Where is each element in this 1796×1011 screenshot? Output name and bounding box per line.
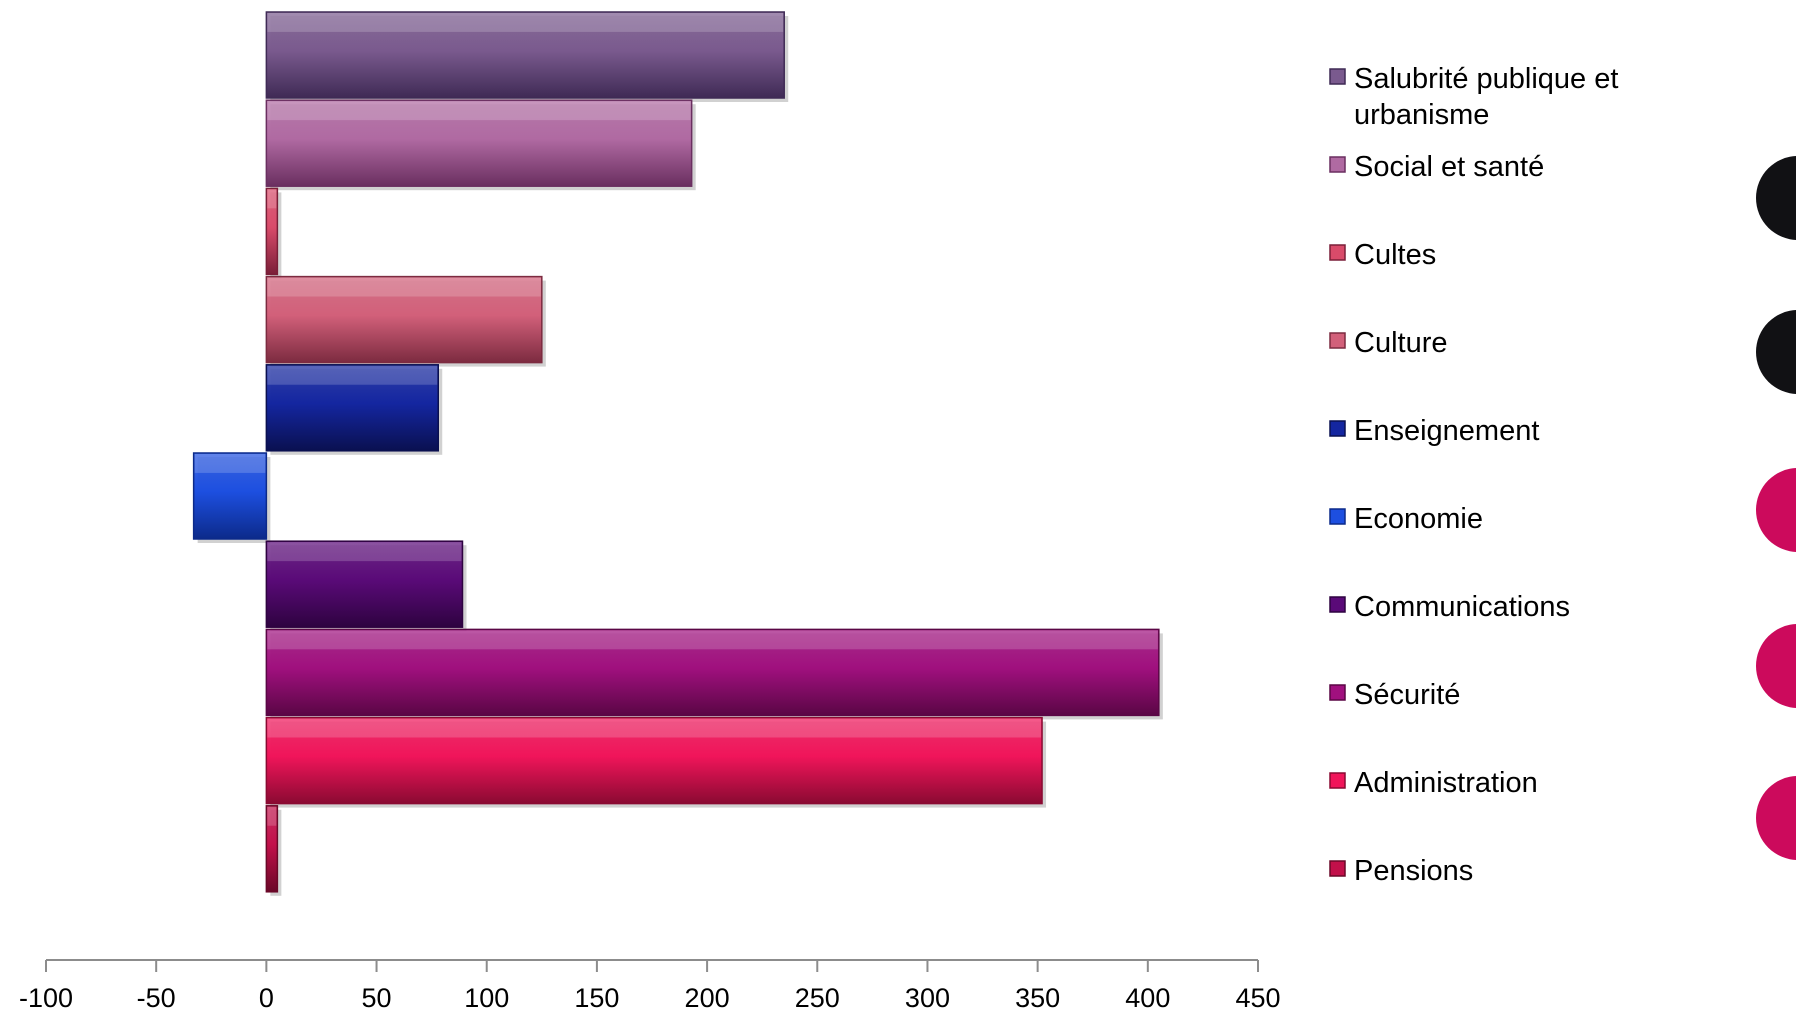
x-tick-label: -50 (137, 983, 176, 1011)
bar-highlight-securite (267, 630, 1158, 650)
bar-highlight-social-et-sante (267, 101, 691, 121)
bar-economie (192, 452, 268, 540)
legend-swatch-securite (1329, 684, 1346, 701)
x-tick-label: 450 (1235, 983, 1280, 1011)
legend-swatch-cultes (1329, 244, 1346, 261)
legend-label-pensions: Pensions (1354, 855, 1473, 887)
decorative-circle (1756, 310, 1796, 394)
bar-securite (265, 628, 1160, 717)
decorative-circles (1756, 156, 1796, 860)
x-tick-label: 0 (259, 983, 274, 1011)
bar-pensions (265, 805, 279, 893)
legend-label-communications: Communications (1354, 591, 1570, 623)
x-tick-label: 350 (1015, 983, 1060, 1011)
legend-label-economie: Economie (1354, 503, 1483, 535)
legend-label-administration: Administration (1354, 767, 1538, 799)
legend-swatch-enseignement (1329, 420, 1346, 437)
bar-communications (265, 540, 464, 628)
x-tick-label: 250 (795, 983, 840, 1011)
legend-swatch-salubrite-publique-et-urbanisme (1329, 68, 1346, 85)
legend-label-social-et-sante: Social et santé (1354, 151, 1544, 183)
bar-administration (265, 716, 1043, 805)
legend-label-enseignement: Enseignement (1354, 415, 1539, 447)
legend-swatch-communications (1329, 596, 1346, 613)
legend-swatch-culture (1329, 332, 1346, 349)
legend-label-cultes: Cultes (1354, 239, 1436, 271)
bar-social-et-sante (265, 99, 693, 187)
bars-group (192, 11, 1163, 896)
x-tick-label: 50 (362, 983, 392, 1011)
bar-enseignement (265, 364, 439, 452)
decorative-circle (1756, 156, 1796, 240)
legend-label-securite: Sécurité (1354, 679, 1460, 711)
x-tick-label: 400 (1125, 983, 1170, 1011)
legend-swatch-social-et-sante (1329, 156, 1346, 173)
bar-highlight-pensions (267, 806, 277, 826)
bar-highlight-economie (194, 454, 266, 473)
x-axis: -100 -50 0 50 100 150 200 250 300 350 400 450 (19, 959, 1281, 1011)
bar-highlight-enseignement (267, 365, 438, 385)
bar-salubrite-publique-et-urbanisme (265, 11, 785, 99)
legend: Salubrité publique et urbanisme Social et … (1329, 63, 1618, 887)
x-tick-label: 300 (905, 983, 950, 1011)
bar-culture (265, 275, 543, 364)
x-tick-label: 150 (574, 983, 619, 1011)
legend-swatch-pensions (1329, 860, 1346, 877)
bar-highlight-administration (267, 718, 1042, 738)
legend-swatch-administration (1329, 772, 1346, 789)
bar-highlight-culture (267, 277, 541, 297)
bar-highlight-salubrite-publique-et-urbanisme (267, 13, 784, 32)
x-tick-label: 100 (464, 983, 509, 1011)
legend-label-culture: Culture (1354, 327, 1448, 359)
x-tick-label: -100 (19, 983, 73, 1011)
x-tick-label: 200 (685, 983, 730, 1011)
legend-label-salubrite-publique-et-urbanisme: Salubrité publique et urbanisme (1354, 63, 1618, 131)
bar-cultes (265, 187, 279, 276)
decorative-circle (1756, 624, 1796, 708)
bar-highlight-cultes (267, 189, 277, 209)
decorative-circle (1756, 468, 1796, 552)
decorative-circle (1756, 776, 1796, 860)
legend-swatch-economie (1329, 508, 1346, 525)
bar-highlight-communications (267, 542, 462, 562)
